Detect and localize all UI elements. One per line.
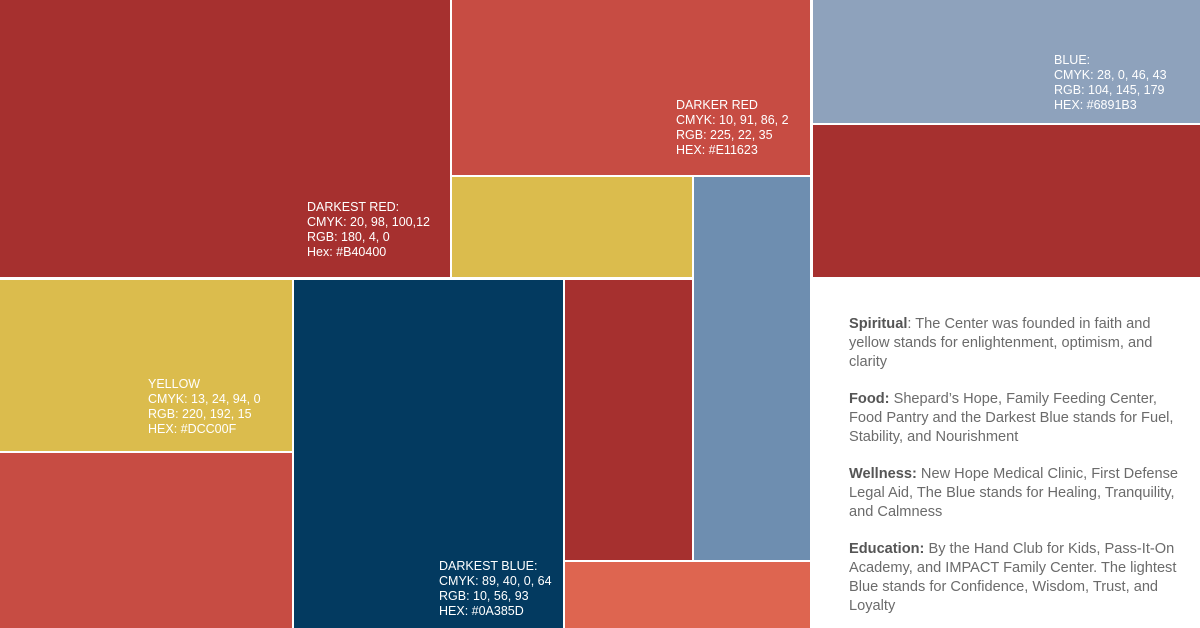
- darker-red-swatch-label: DARKER RED CMYK: 10, 91, 86, 2 RGB: 225,…: [676, 98, 789, 158]
- swatch-hex: HEX: #DCC00F: [148, 422, 237, 436]
- darkest-blue-swatch-label: DARKEST BLUE: CMYK: 89, 40, 0, 64 RGB: 1…: [439, 559, 552, 619]
- bottom-left-red-block: [0, 453, 292, 628]
- blue-swatch-label: BLUE: CMYK: 28, 0, 46, 43 RGB: 104, 145,…: [1054, 53, 1167, 113]
- legend-title: Wellness:: [849, 466, 917, 482]
- center-red-block: [565, 280, 692, 560]
- swatch-cmyk: CMYK: 10, 91, 86, 2: [676, 113, 789, 127]
- legend-title: Food:: [849, 391, 890, 407]
- swatch-rgb: RGB: 10, 56, 93: [439, 589, 529, 603]
- legend-item-spiritual: Spiritual: The Center was founded in fai…: [849, 315, 1184, 372]
- light-blue-block: [813, 0, 1200, 123]
- meaning-legend: Spiritual: The Center was founded in fai…: [849, 315, 1184, 628]
- center-yellow-block: [452, 177, 692, 277]
- swatch-rgb: RGB: 225, 22, 35: [676, 128, 773, 142]
- legend-title: Spiritual: [849, 316, 908, 332]
- darkest-red-swatch-label: DARKEST RED: CMYK: 20, 98, 100,12 RGB: 1…: [307, 200, 430, 260]
- swatch-name: BLUE:: [1054, 53, 1091, 67]
- legend-text: New Hope Medical Clinic, First Defense L…: [849, 466, 1179, 520]
- swatch-rgb: RGB: 180, 4, 0: [307, 230, 390, 244]
- swatch-hex: HEX: #E11623: [676, 143, 758, 157]
- legend-text: : The Center was founded in faith and ye…: [849, 316, 1153, 370]
- swatch-name: DARKEST BLUE:: [439, 559, 538, 573]
- darkest-blue-block: [294, 280, 563, 628]
- darkest-red-block: [0, 0, 450, 277]
- legend-text: Shepard’s Hope, Family Feeding Center, F…: [849, 391, 1174, 445]
- legend-title: Education:: [849, 541, 925, 557]
- legend-item-education: Education: By the Hand Club for Kids, Pa…: [849, 540, 1184, 616]
- right-red-block: [813, 125, 1200, 277]
- swatch-name: YELLOW: [148, 377, 201, 391]
- swatch-cmyk: CMYK: 20, 98, 100,12: [307, 215, 430, 229]
- swatch-rgb: RGB: 104, 145, 179: [1054, 83, 1165, 97]
- swatch-name: DARKEST RED:: [307, 200, 400, 214]
- legend-item-food: Food: Shepard’s Hope, Family Feeding Cen…: [849, 390, 1184, 447]
- yellow-block: [0, 280, 292, 451]
- yellow-swatch-label: YELLOW CMYK: 13, 24, 94, 0 RGB: 220, 192…: [148, 377, 261, 437]
- swatch-hex: HEX: #6891B3: [1054, 98, 1137, 112]
- swatch-cmyk: CMYK: 13, 24, 94, 0: [148, 392, 261, 406]
- legend-item-wellness: Wellness: New Hope Medical Clinic, First…: [849, 465, 1184, 522]
- mid-blue-block: [694, 177, 810, 560]
- coral-block: [565, 562, 810, 628]
- swatch-cmyk: CMYK: 89, 40, 0, 64: [439, 574, 552, 588]
- swatch-hex: Hex: #B40400: [307, 245, 387, 259]
- swatch-cmyk: CMYK: 28, 0, 46, 43: [1054, 68, 1167, 82]
- swatch-rgb: RGB: 220, 192, 15: [148, 407, 252, 421]
- swatch-hex: HEX: #0A385D: [439, 604, 524, 618]
- swatch-name: DARKER RED: [676, 98, 758, 112]
- darker-red-block: [452, 0, 810, 175]
- legend-text: By the Hand Club for Kids, Pass-It-On Ac…: [849, 541, 1177, 614]
